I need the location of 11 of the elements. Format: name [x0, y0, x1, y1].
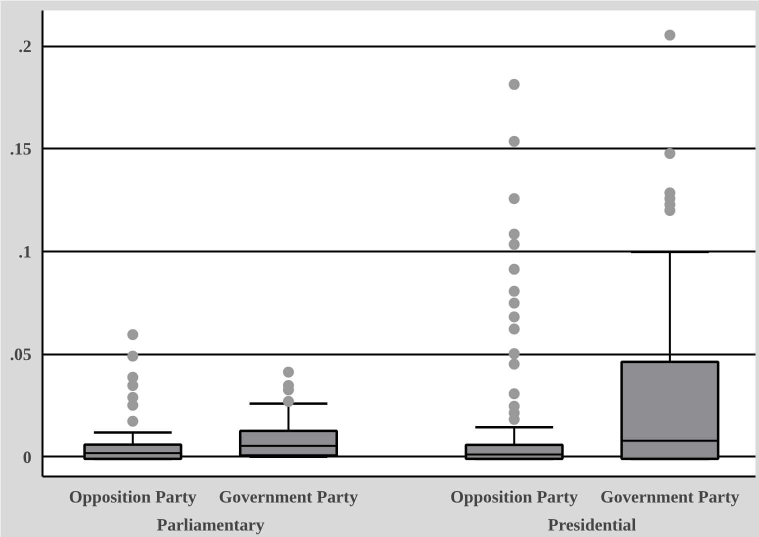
x-tick-label: Government Party — [600, 488, 740, 506]
text: Presidential — [548, 516, 636, 534]
y-tick-label: .15 — [10, 140, 32, 159]
x-tick-label: Opposition Party — [450, 488, 578, 506]
x-tick-label: Government Party — [218, 488, 358, 506]
y-tick-label: .2 — [18, 37, 32, 56]
text: Parliamentary — [156, 516, 265, 534]
x-tick-label: Opposition Party — [69, 488, 197, 506]
y-tick-label: 0 — [22, 448, 32, 467]
y-tick-label: .05 — [10, 345, 32, 364]
y-tick-label: .1 — [18, 242, 32, 262]
